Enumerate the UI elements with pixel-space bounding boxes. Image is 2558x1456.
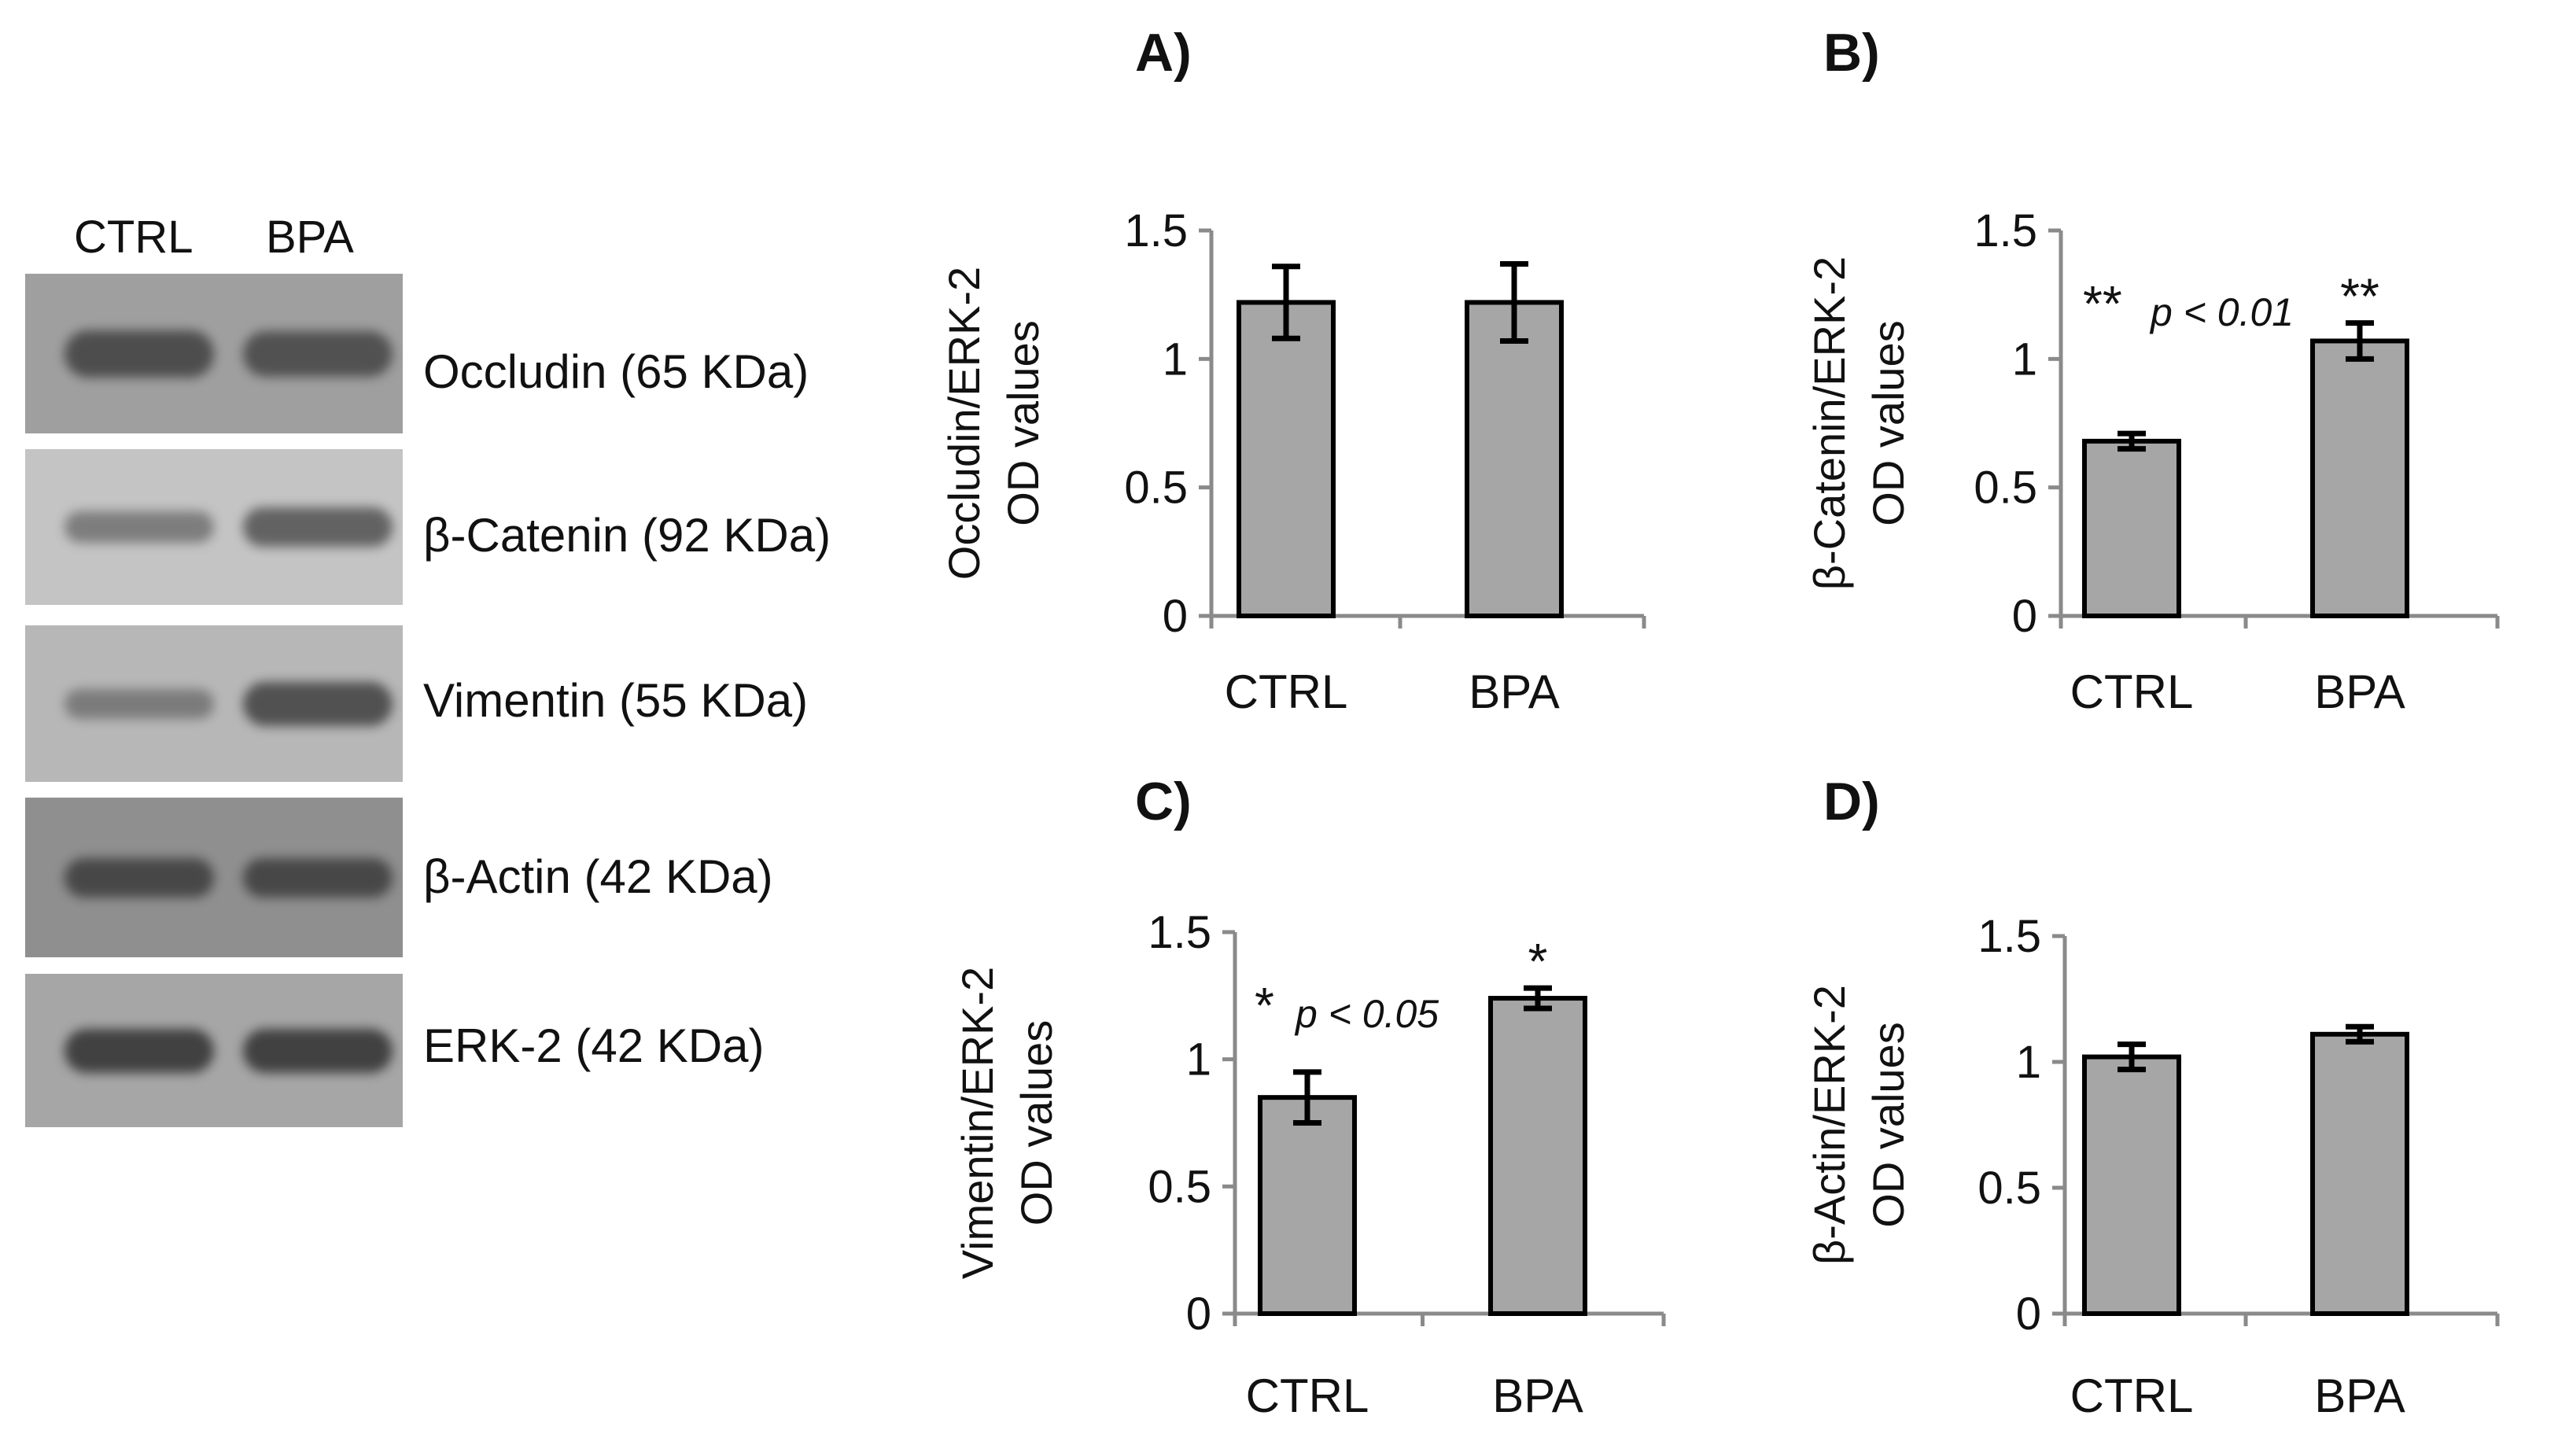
- band-bpa: [243, 507, 393, 547]
- bar-bpa: [1465, 300, 1564, 618]
- lane-label-ctrl: CTRL: [74, 212, 194, 263]
- category-label: CTRL: [1225, 665, 1348, 718]
- y-axis-label: Occludin/ERK-2: [939, 267, 989, 580]
- panel-letter-d: D): [1823, 772, 1880, 831]
- blot-strip-occludin: [25, 274, 403, 433]
- y-tick-label: 0.5: [1974, 463, 2037, 514]
- y-axis-label: Vimentin/ERK-2: [953, 967, 1002, 1279]
- bar-bpa: [1488, 996, 1587, 1316]
- y-tick-label: 0: [2016, 1288, 2041, 1340]
- y-tick-label: 0.5: [1977, 1163, 2041, 1214]
- annotation-stars: *: [1255, 977, 1274, 1034]
- y-tick-label: 0.5: [1124, 463, 1188, 514]
- y-axis-label: β-Catenin/ERK-2: [1804, 256, 1854, 590]
- y-tick-label: 1: [1186, 1034, 1211, 1086]
- category-label: BPA: [2314, 665, 2405, 718]
- band-bpa: [243, 1028, 393, 1073]
- band-ctrl: [65, 511, 214, 543]
- band-label-beta-catenin: β-Catenin (92 KDa): [423, 509, 831, 562]
- y-axis-label: β-Actin/ERK-2: [1804, 985, 1854, 1265]
- band-bpa: [243, 330, 393, 377]
- bar-ctrl: [2082, 1054, 2181, 1316]
- y-tick-label: 1: [2012, 334, 2037, 385]
- panel-letter-b: B): [1823, 23, 1880, 83]
- y-tick-label: 0: [1163, 591, 1188, 642]
- y-tick-label: 1.5: [1148, 907, 1211, 958]
- band-bpa: [243, 857, 393, 898]
- band-label-vimentin: Vimentin (55 KDa): [423, 674, 809, 727]
- band-label-occludin: Occludin (65 KDa): [423, 345, 809, 398]
- category-label: CTRL: [2070, 1369, 2194, 1422]
- panel-letter-c: C): [1135, 772, 1192, 831]
- y-tick-label: 0: [1186, 1288, 1211, 1340]
- y-tick-label: 1.5: [1124, 205, 1188, 256]
- category-label: BPA: [1469, 665, 1560, 718]
- y-tick-label: 1.5: [1974, 205, 2037, 256]
- lane-label-bpa: BPA: [266, 212, 354, 263]
- band-ctrl: [65, 857, 214, 898]
- y-tick-label: 1: [1163, 334, 1188, 385]
- band-ctrl: [65, 1028, 214, 1073]
- band-ctrl: [65, 688, 214, 719]
- band-label-beta-actin: β-Actin (42 KDa): [423, 850, 773, 903]
- band-bpa: [243, 681, 393, 726]
- y-axis-label: OD values: [998, 320, 1048, 525]
- blot-strip-erk2: [25, 974, 403, 1127]
- y-tick-label: 0: [2012, 591, 2037, 642]
- band-ctrl: [65, 330, 214, 378]
- y-axis-label: OD values: [1863, 1022, 1913, 1227]
- significance-marker: **: [2340, 268, 2379, 325]
- y-tick-label: 1: [2016, 1037, 2041, 1088]
- annotation-stars: **: [2083, 275, 2122, 332]
- panel-letter-a: A): [1135, 23, 1192, 83]
- blot-strip-beta-catenin: [25, 449, 403, 605]
- annotation-p-value: p < 0.01: [2149, 290, 2294, 334]
- blot-strip-beta-actin: [25, 798, 403, 957]
- category-label: CTRL: [2070, 665, 2194, 718]
- bar-bpa: [2310, 1031, 2409, 1317]
- band-label-erk2: ERK-2 (42 KDa): [423, 1019, 765, 1072]
- bar-ctrl: [1258, 1095, 1357, 1316]
- y-axis-label: OD values: [1863, 320, 1913, 525]
- y-axis-label: OD values: [1012, 1020, 1061, 1226]
- category-label: CTRL: [1246, 1369, 1369, 1422]
- annotation-p-value: p < 0.05: [1294, 992, 1439, 1036]
- y-tick-label: 0.5: [1148, 1161, 1211, 1212]
- blot-lane-header: CTRL BPA: [25, 211, 403, 274]
- y-tick-label: 1.5: [1977, 911, 2041, 962]
- category-label: BPA: [2314, 1369, 2405, 1422]
- significance-marker: *: [1528, 933, 1548, 990]
- category-label: BPA: [1492, 1369, 1583, 1422]
- blot-strip-vimentin: [25, 625, 403, 782]
